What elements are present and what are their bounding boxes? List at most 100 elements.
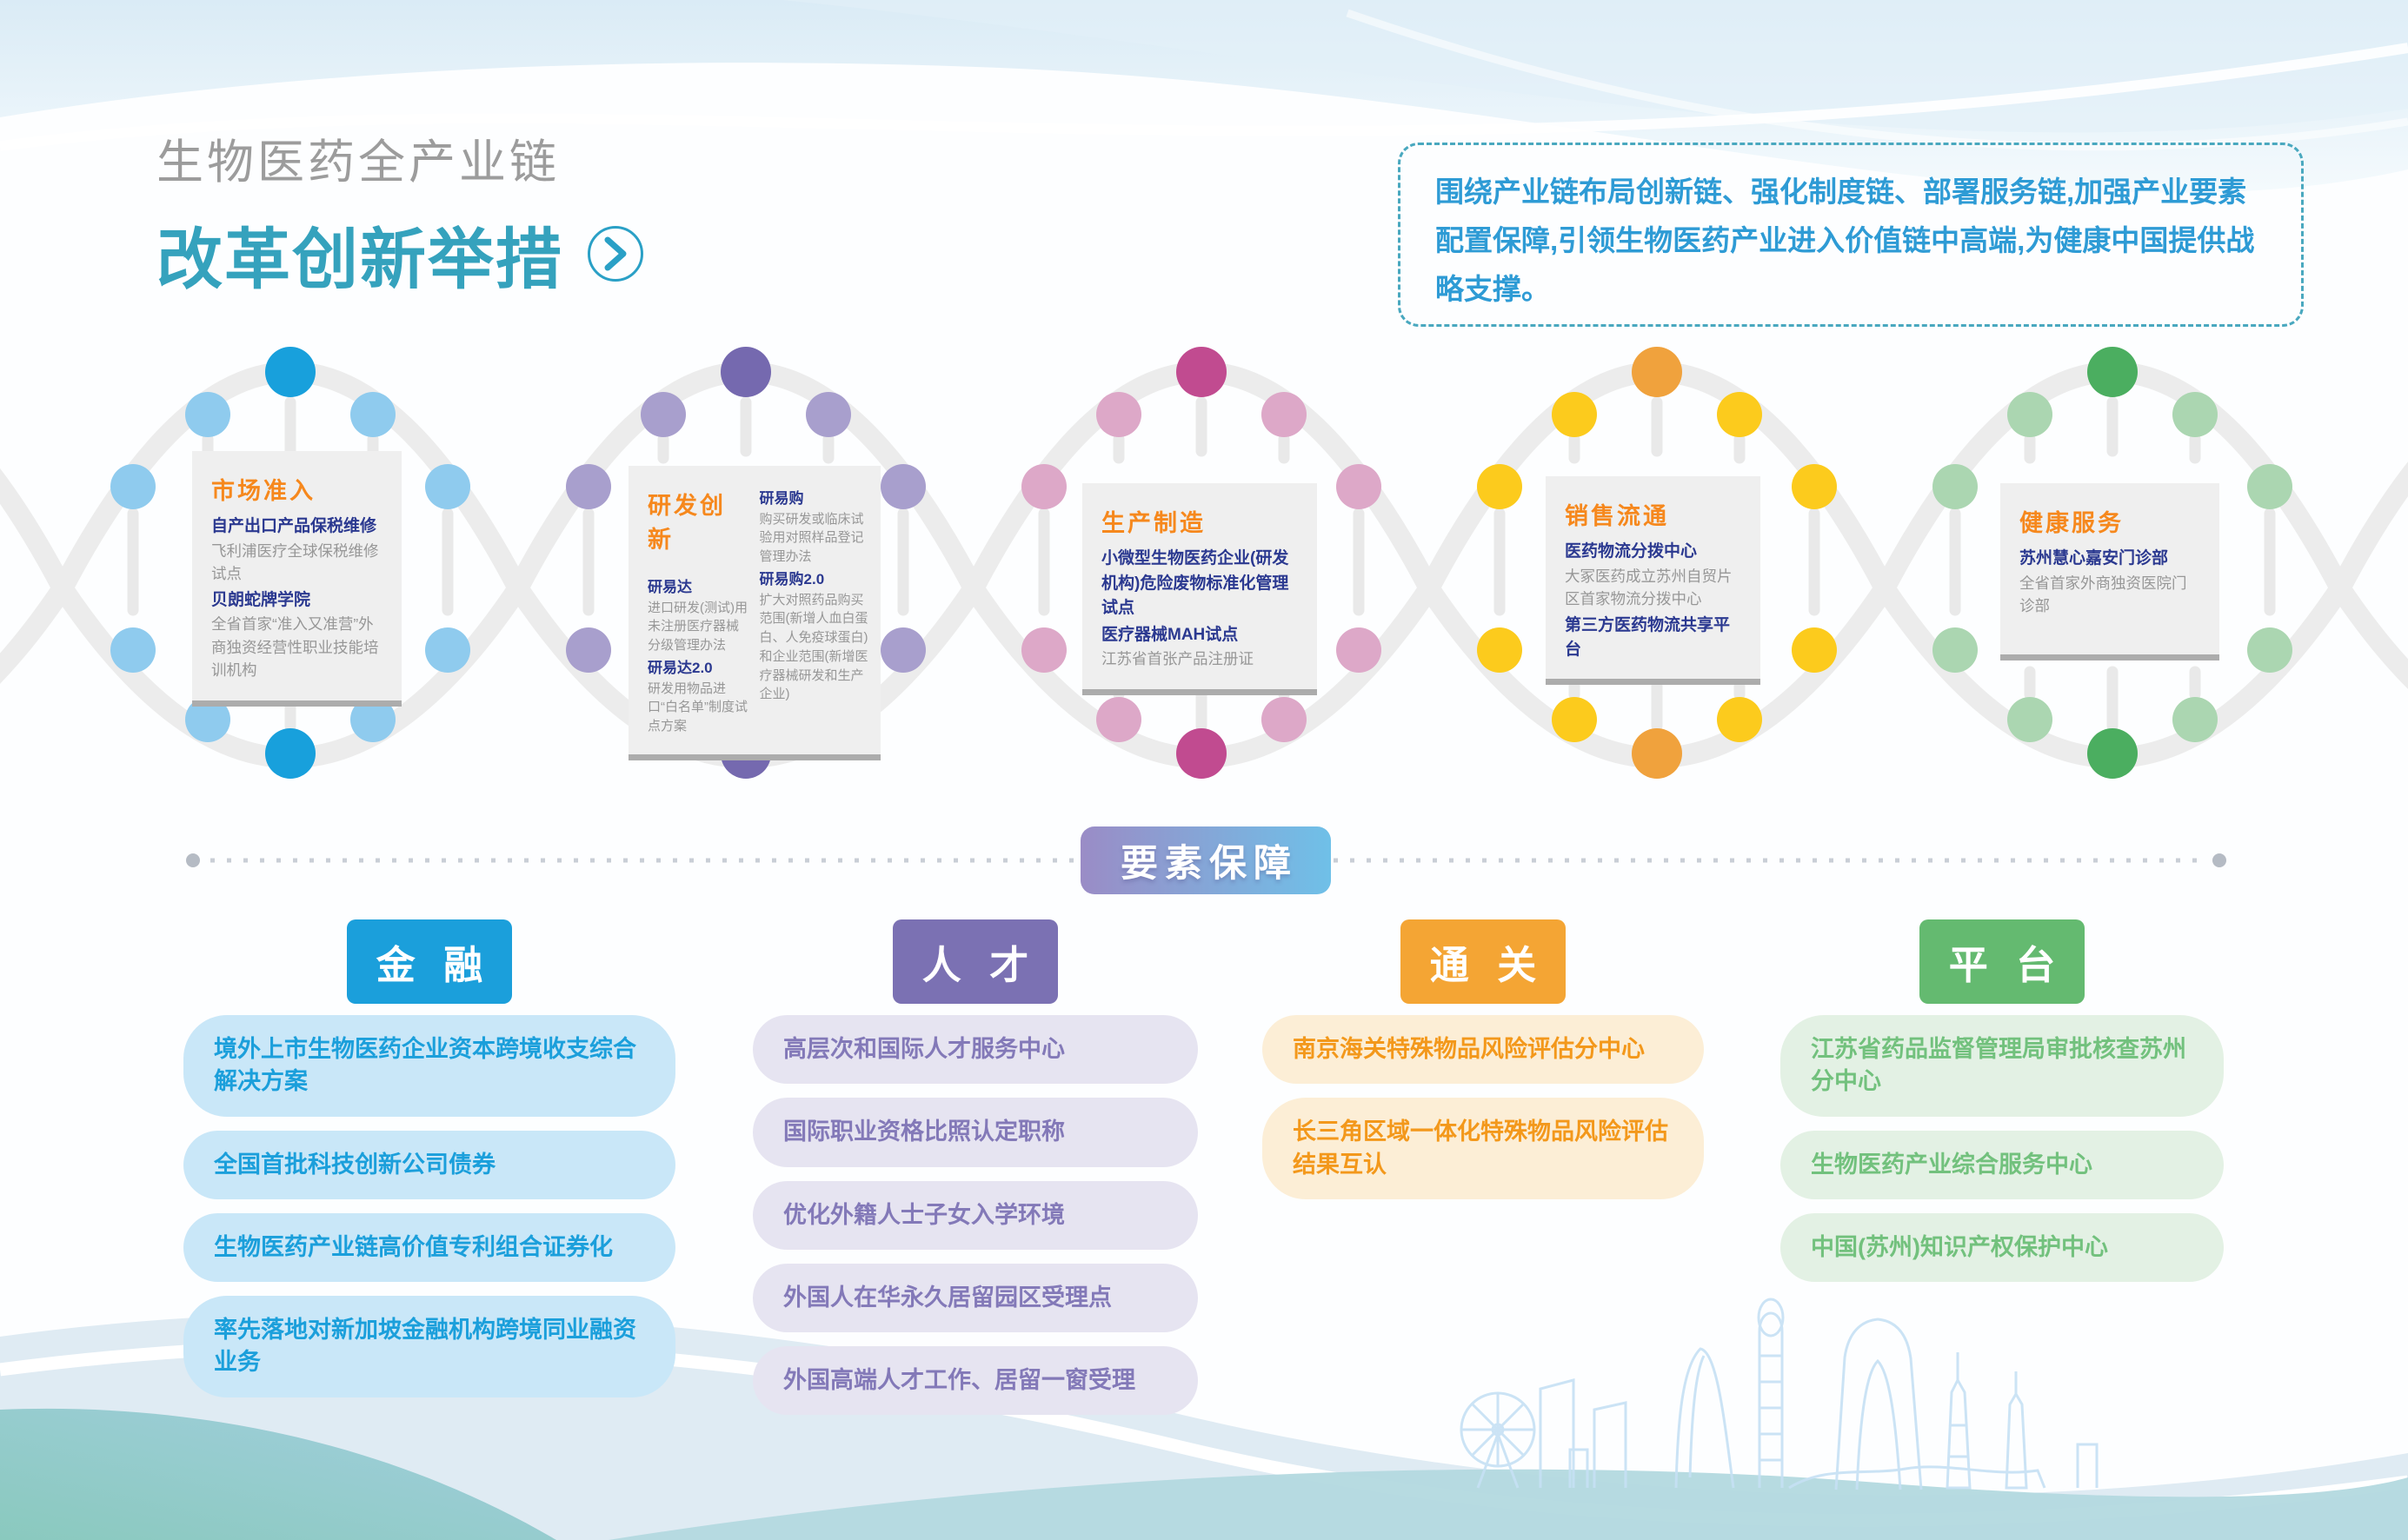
card-item-bold: 研易购 bbox=[759, 490, 804, 507]
helix-node-circle-manufacturing bbox=[1176, 728, 1227, 779]
chain-card-title-manufacturing: 生产制造 bbox=[1101, 510, 1206, 536]
helix-node-circle-manufacturing bbox=[1336, 627, 1381, 673]
helix-node-circle-health-service bbox=[2247, 627, 2292, 673]
card-item-desc: 全省首家“准入又准营”外商独资经营性职业技能培训机构 bbox=[211, 615, 379, 680]
helix-node-circle-manufacturing bbox=[1261, 697, 1307, 742]
section-list-platform: 江苏省药品监督管理局审批核查苏州分中心 生物医药产业综合服务中心 中国(苏州)知识产… bbox=[1780, 1015, 2224, 1282]
card-item-bold: 小微型生物医药企业(研发机构)危险废物标准化管理试点 bbox=[1101, 549, 1289, 617]
helix-node-circle-market-access bbox=[265, 347, 316, 397]
helix-node-circle-manufacturing bbox=[1176, 347, 1227, 397]
intro-note: 围绕产业链布局创新链、强化制度链、部署服务链,加强产业要素配置保障,引领生物医药… bbox=[1398, 143, 2304, 327]
card-item-bold: 研易购2.0 bbox=[759, 570, 825, 587]
page-title: 改革创新举措 bbox=[156, 223, 563, 297]
card-item-desc: 江苏省首张产品注册证 bbox=[1101, 650, 1254, 667]
helix-node-circle-health-service bbox=[2087, 728, 2138, 779]
finance-item: 全国首批科技创新公司债券 bbox=[183, 1130, 675, 1199]
chevron-right-icon bbox=[588, 226, 643, 282]
factor-guarantee-label: 要素保障 bbox=[1121, 843, 1298, 885]
customs-item: 南京海关特殊物品风险评估分中心 bbox=[1262, 1015, 1704, 1085]
helix-node-circle-distribution bbox=[1632, 728, 1682, 779]
chain-card-title-market-access: 市场准入 bbox=[211, 478, 316, 504]
helix-node-circle-health-service bbox=[2087, 347, 2138, 397]
card-item-desc: 购买研发或临床试验用对照样品登记管理办法 bbox=[759, 511, 864, 565]
chain-card-title-distribution: 销售流通 bbox=[1565, 503, 1669, 529]
finance-item: 率先落地对新加坡金融机构跨境同业融资业务 bbox=[183, 1296, 675, 1397]
chain-card-health-service: 健康服务 苏州慧心嘉安门诊部 全省首家外商独资医院门诊部 bbox=[2000, 483, 2219, 660]
helix-node-circle-health-service bbox=[2172, 697, 2218, 742]
helix-node-circle-manufacturing bbox=[1336, 464, 1381, 509]
chain-card-manufacturing: 生产制造小微型生物医药企业(研发机构)危险废物标准化管理试点医疗器械MAH试点江… bbox=[1082, 483, 1317, 695]
chain-card-market-access: 市场准入自产出口产品保税维修飞利浦医疗全球保税维修试点贝朗蛇牌学院全省首家“准入… bbox=[192, 451, 402, 707]
section-header-talent: 人 才 bbox=[893, 919, 1058, 1004]
helix-node-circle-rd-innovation bbox=[566, 464, 611, 509]
section-header-customs: 通 关 bbox=[1400, 919, 1566, 1004]
helix-node-circle-distribution bbox=[1717, 392, 1762, 437]
section-header-finance: 金 融 bbox=[347, 919, 512, 1004]
finance-item: 境外上市生物医药企业资本跨境收支综合解决方案 bbox=[183, 1015, 675, 1117]
page-header: 生物医药全产业链 改革创新举措 bbox=[156, 123, 643, 302]
card-item-bold: 医疗器械MAH试点 bbox=[1101, 625, 1239, 644]
helix-node-circle-market-access bbox=[185, 392, 230, 437]
helix-node-circle-rd-innovation bbox=[641, 392, 686, 437]
helix-node-circle-rd-innovation bbox=[806, 392, 851, 437]
factor-guarantee-badge: 要素保障 bbox=[1081, 826, 1331, 894]
helix-node-circle-distribution bbox=[1792, 627, 1837, 673]
helix-node-circle-market-access bbox=[425, 627, 470, 673]
helix-node-circle-distribution bbox=[1552, 697, 1597, 742]
helix-node-circle-distribution bbox=[1552, 392, 1597, 437]
talent-item: 国际职业资格比照认定职称 bbox=[753, 1098, 1198, 1167]
card-item-bold: 自产出口产品保税维修 bbox=[211, 517, 377, 535]
card-item-desc: 研发用物品进口“白名单”制度试点方案 bbox=[648, 680, 748, 734]
card-item-desc: 大冢医药成立苏州自贸片区首家物流分拨中心 bbox=[1565, 567, 1733, 608]
card-item-desc: 进口研发(测试)用未注册医疗器械分级管理办法 bbox=[648, 600, 748, 654]
helix-node-circle-health-service bbox=[2172, 392, 2218, 437]
card-item-desc: 飞利浦医疗全球保税维修试点 bbox=[211, 541, 379, 583]
card-item-bold: 研易达 bbox=[648, 579, 692, 595]
card-item-bold: 苏州慧心嘉安门诊部 bbox=[2019, 549, 2169, 568]
helix-node-circle-health-service bbox=[1932, 464, 1978, 509]
suzhou-skyline-art bbox=[1460, 1298, 2099, 1490]
helix-node-circle-manufacturing bbox=[1096, 392, 1141, 437]
finance-item: 生物医药产业链高价值专利组合证券化 bbox=[183, 1212, 675, 1282]
helix-node-circle-market-access bbox=[110, 627, 156, 673]
page-subtitle: 生物医药全产业链 bbox=[156, 136, 560, 189]
helix-node-circle-market-access bbox=[265, 728, 316, 779]
helix-node-circle-manufacturing bbox=[1096, 697, 1141, 742]
chain-card-title-rd-innovation: 研发创新 bbox=[648, 493, 726, 553]
helix-node-circle-market-access bbox=[425, 464, 470, 509]
section-list-talent: 高层次和国际人才服务中心 国际职业资格比照认定职称 优化外籍人士子女入学环境 外国人在… bbox=[753, 1015, 1198, 1416]
helix-node-circle-distribution bbox=[1477, 627, 1522, 673]
helix-node-circle-health-service bbox=[2007, 697, 2052, 742]
helix-node-circle-market-access bbox=[185, 697, 230, 742]
helix-node-circle-market-access bbox=[350, 392, 396, 437]
helix-node-circle-distribution bbox=[1717, 697, 1762, 742]
talent-item: 外国高端人才工作、居留一窗受理 bbox=[753, 1346, 1198, 1416]
helix-node-circle-distribution bbox=[1477, 464, 1522, 509]
helix-node-circle-rd-innovation bbox=[881, 627, 926, 673]
helix-node-circle-health-service bbox=[2247, 464, 2292, 509]
card-item-bold: 医药物流分拨中心 bbox=[1565, 542, 1698, 561]
card-item-desc: 扩大对照药品购买范围(新增人血白蛋白、人免疫球蛋白)和企业范围(新增医疗器械研发… bbox=[759, 592, 868, 702]
chain-card-distribution: 销售流通医药物流分拨中心大冢医药成立苏州自贸片区首家物流分拨中心第三方医药物流共… bbox=[1546, 476, 1760, 685]
helix-node-circle-health-service bbox=[2007, 392, 2052, 437]
card-item-bold: 贝朗蛇牌学院 bbox=[211, 590, 311, 609]
section-list-finance: 境外上市生物医药企业资本跨境收支综合解决方案全国首批科技创新公司债券 生物医药产业… bbox=[183, 1015, 675, 1397]
section-header-platform: 平 台 bbox=[1919, 919, 2085, 1004]
card-item-bold: 研易达2.0 bbox=[648, 659, 713, 676]
helix-node-circle-rd-innovation bbox=[881, 464, 926, 509]
talent-item: 高层次和国际人才服务中心 bbox=[753, 1015, 1198, 1085]
talent-item: 优化外籍人士子女入学环境 bbox=[753, 1180, 1198, 1250]
helix-node-circle-distribution bbox=[1632, 347, 1682, 397]
helix-node-circle-market-access bbox=[350, 697, 396, 742]
card-item-desc: 全省首家外商独资医院门诊部 bbox=[2019, 574, 2187, 615]
helix-node-circle-rd-innovation bbox=[566, 627, 611, 673]
helix-node-circle-distribution bbox=[1792, 464, 1837, 509]
helix-node-circle-market-access bbox=[110, 464, 156, 509]
customs-item: 长三角区域一体化特殊物品风险评估结果互认 bbox=[1262, 1098, 1704, 1199]
platform-item: 中国(苏州)知识产权保护中心 bbox=[1780, 1212, 2224, 1282]
card-item-bold: 第三方医药物流共享平台 bbox=[1565, 615, 1731, 660]
helix-node-circle-manufacturing bbox=[1021, 464, 1067, 509]
helix-node-circle-rd-innovation bbox=[721, 347, 771, 397]
helix-node-circle-manufacturing bbox=[1021, 627, 1067, 673]
